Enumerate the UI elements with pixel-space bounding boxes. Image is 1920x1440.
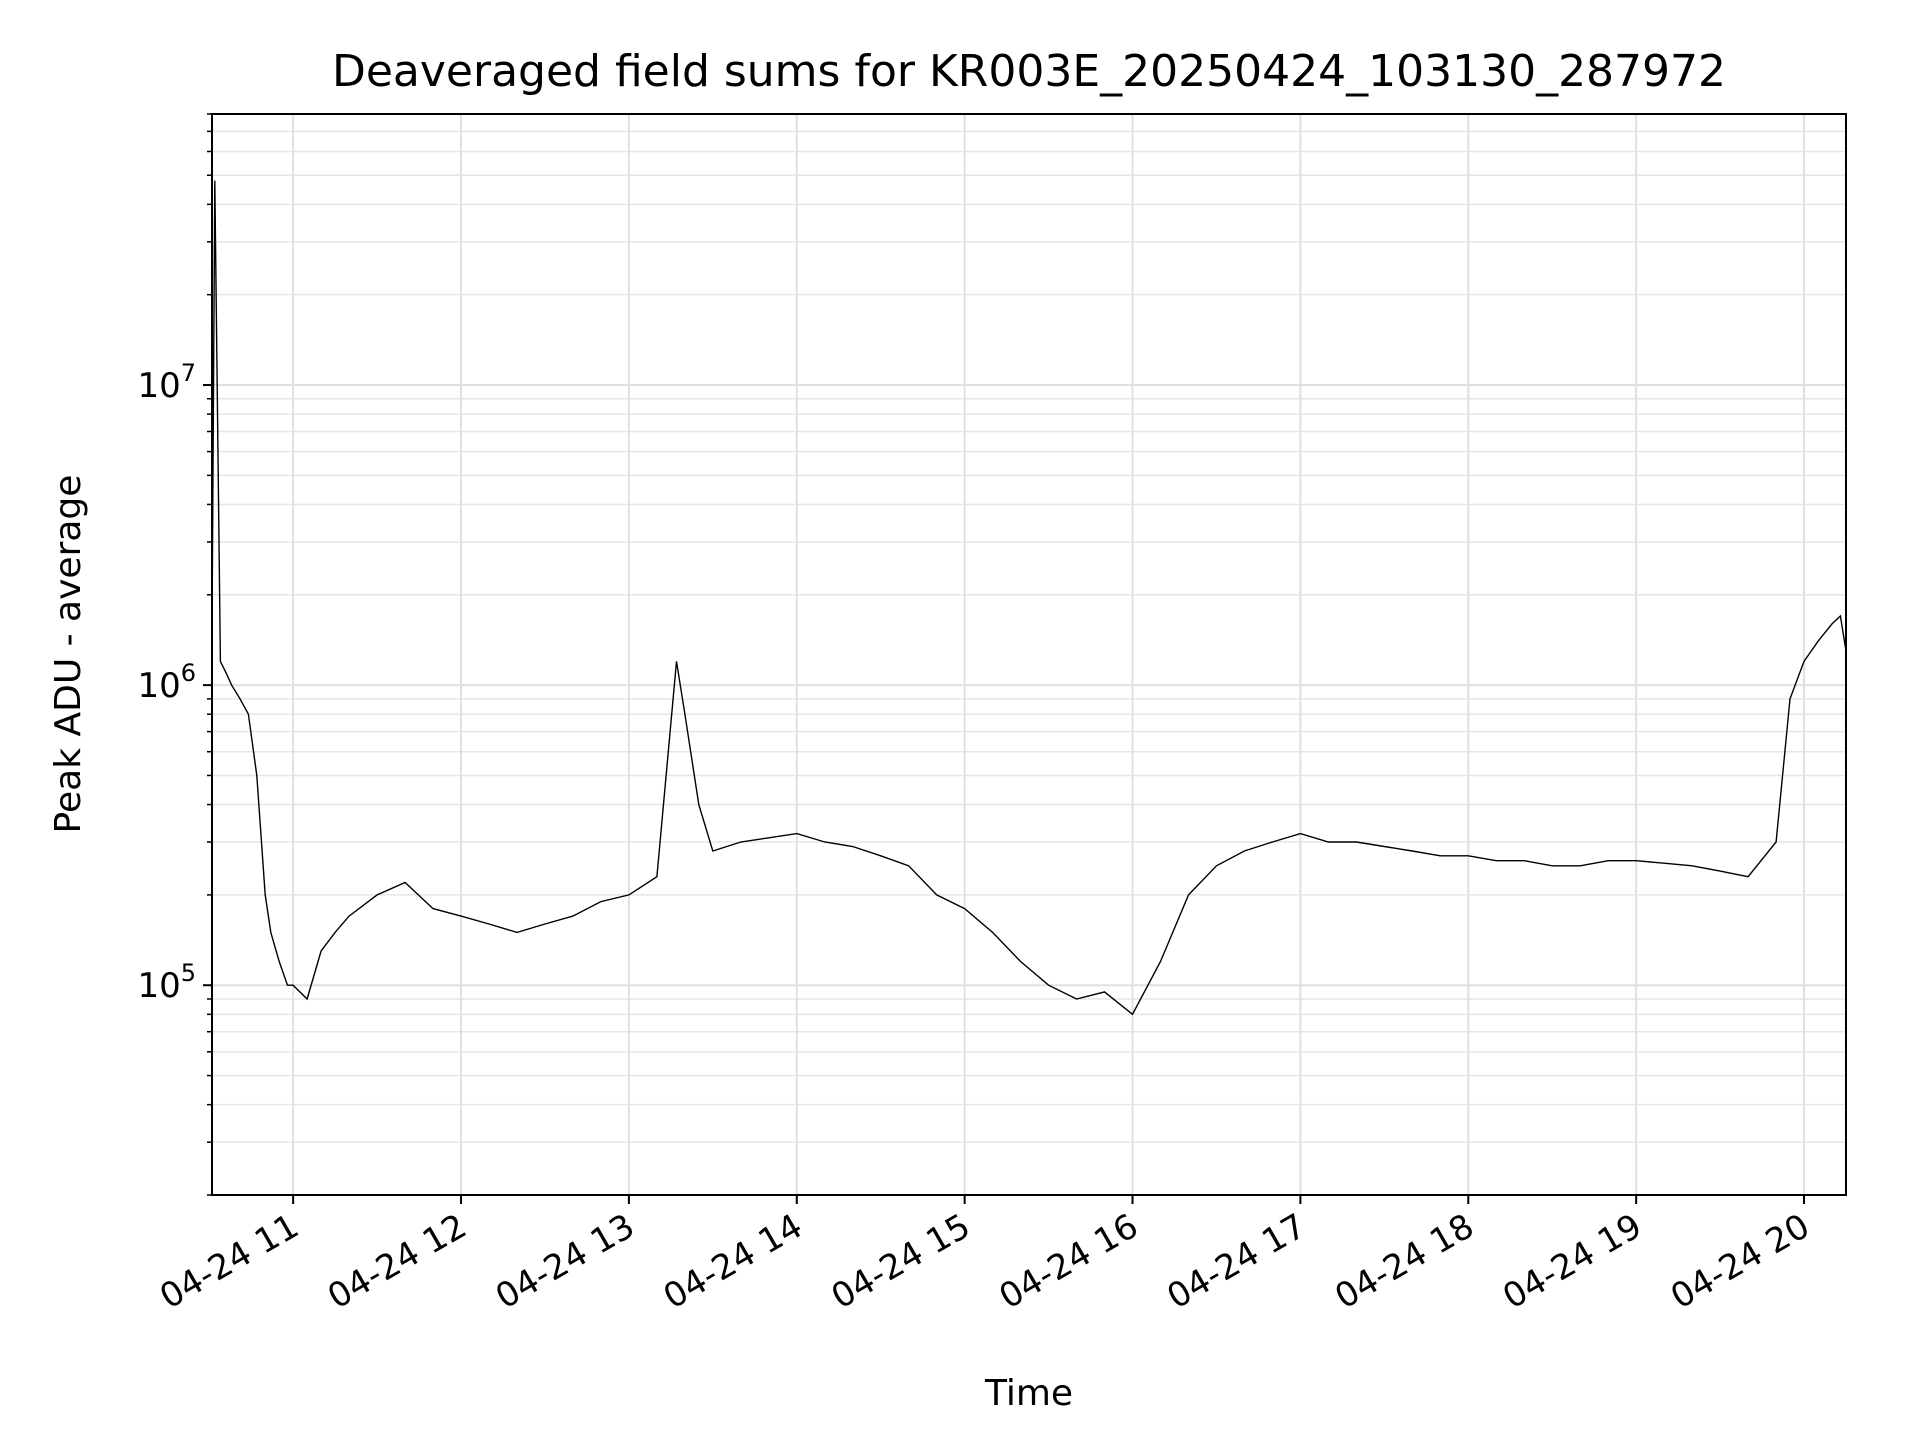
plot-frame [211, 113, 1847, 1196]
x-axis-label: Time [984, 1373, 1073, 1414]
grid-lines [212, 113, 1846, 1196]
x-tick-label: 04-24 15 [825, 1206, 977, 1317]
y-axis-label: Peak ADU - average [48, 475, 89, 834]
x-tick-label: 04-24 11 [153, 1206, 305, 1317]
y-axis: 105 106 107 [137, 113, 212, 1196]
x-tick-label: 04-24 17 [1161, 1206, 1313, 1317]
x-tick-label: 04-24 20 [1664, 1206, 1816, 1317]
y-tick-label: 107 [137, 359, 196, 406]
series-line [211, 180, 1847, 1016]
x-tick-label: 04-24 18 [1328, 1206, 1480, 1317]
x-axis: 04-24 11 04-24 12 04-24 13 04-24 14 04-24 15… [153, 1195, 1817, 1317]
x-tick-label: 04-24 16 [993, 1206, 1145, 1317]
y-tick-label: 105 [137, 959, 196, 1006]
x-tick-label: 04-24 12 [321, 1206, 473, 1317]
y-tick-label: 106 [137, 659, 196, 706]
x-tick-label: 04-24 13 [489, 1206, 641, 1317]
chart-title: Deaveraged field sums for KR003E_2025042… [332, 46, 1726, 97]
x-tick-label: 04-24 14 [657, 1206, 809, 1317]
x-tick-label: 04-24 19 [1496, 1206, 1648, 1317]
